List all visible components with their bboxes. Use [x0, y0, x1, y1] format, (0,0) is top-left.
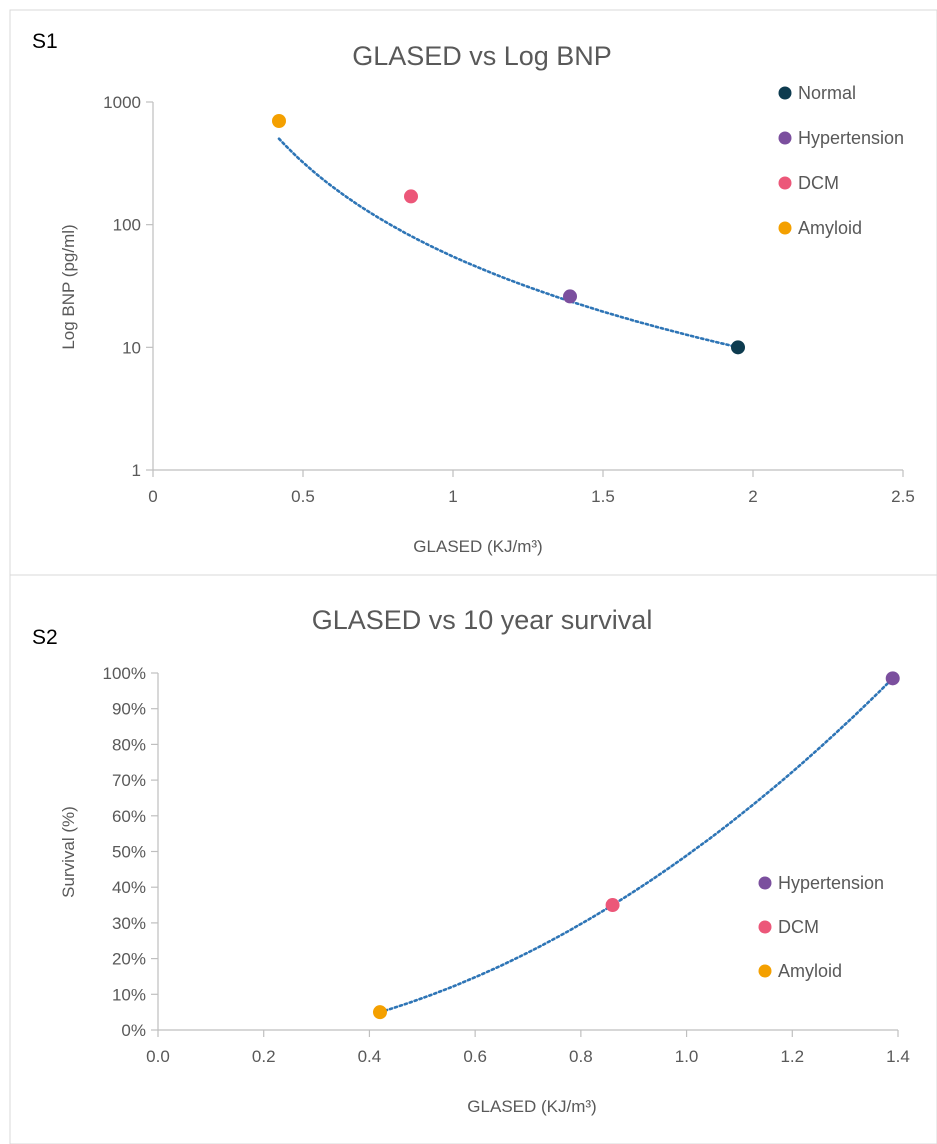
- data-point-amyloid: [272, 114, 286, 129]
- legend-label-hypertension: Hypertension: [778, 873, 884, 893]
- x-tick-label: 0.5: [291, 487, 315, 506]
- x-tick-label: 0.6: [463, 1047, 487, 1066]
- y-tick-label: 100%: [103, 664, 146, 683]
- y-tick-label: 20%: [112, 950, 146, 969]
- y-tick-label: 60%: [112, 807, 146, 826]
- y-tick-label: 10: [122, 338, 141, 357]
- panel-s1-label: S1: [32, 30, 58, 53]
- y-tick-label: 50%: [112, 843, 146, 862]
- legend-marker-amyloid: [758, 964, 772, 978]
- y-tick-label: 90%: [112, 700, 146, 719]
- x-tick-label: 0.0: [146, 1047, 170, 1066]
- chart-s1-ylabel: Log BNP (pg/ml): [59, 224, 78, 349]
- x-tick-label: 1.2: [780, 1047, 804, 1066]
- y-tick-label: 0%: [121, 1021, 146, 1040]
- trendline: [378, 677, 895, 1014]
- x-tick-label: 1.0: [675, 1047, 699, 1066]
- x-tick-label: 2: [748, 487, 757, 506]
- data-point-hypertension: [885, 671, 900, 686]
- legend-label-dcm: DCM: [778, 917, 819, 937]
- y-tick-label: 1: [132, 461, 141, 480]
- trendline: [277, 137, 740, 349]
- panel-s2-frame: [9, 574, 937, 1144]
- panel-s2-label: S2: [32, 626, 58, 649]
- legend-marker-amyloid: [778, 221, 792, 235]
- x-tick-label: 1: [448, 487, 457, 506]
- legend-label-normal: Normal: [798, 83, 856, 103]
- chart-s2-ylabel: Survival (%): [59, 806, 78, 898]
- x-tick-label: 1.5: [591, 487, 615, 506]
- chart-s1-title: GLASED vs Log BNP: [352, 41, 612, 71]
- y-tick-label: 80%: [112, 735, 146, 754]
- y-tick-label: 40%: [112, 878, 146, 897]
- x-tick-label: 0.8: [569, 1047, 593, 1066]
- legend-label-dcm: DCM: [798, 173, 839, 193]
- data-point-hypertension: [563, 289, 577, 304]
- x-tick-label: 0.4: [358, 1047, 382, 1066]
- y-tick-label: 1000: [103, 93, 141, 112]
- legend-marker-dcm: [758, 920, 772, 934]
- x-tick-label: 0.2: [252, 1047, 276, 1066]
- panel-s2: S2 GLASED vs 10 year survival GLASED (KJ…: [9, 574, 937, 1144]
- panel-s1: S1 GLASED vs Log BNP GLASED (KJ/m³) Log …: [9, 9, 937, 576]
- panel-s1-frame: [9, 9, 937, 576]
- legend-label-amyloid: Amyloid: [778, 961, 842, 981]
- legend-marker-hypertension: [758, 876, 772, 890]
- y-tick-label: 70%: [112, 771, 146, 790]
- x-tick-label: 2.5: [891, 487, 915, 506]
- data-point-dcm: [404, 189, 418, 204]
- data-point-dcm: [605, 898, 620, 913]
- data-point-normal: [731, 340, 745, 355]
- x-tick-label: 0: [148, 487, 157, 506]
- legend-label-hypertension: Hypertension: [798, 128, 904, 148]
- legend-marker-hypertension: [778, 131, 792, 145]
- legend-label-amyloid: Amyloid: [798, 218, 862, 238]
- chart-s1-plot: 1 10 100 1000 0 0.5 1 1.5 2 2.5 Normal Hypertension…: [103, 83, 915, 506]
- y-tick-label: 100: [113, 216, 141, 235]
- legend-marker-dcm: [778, 176, 792, 190]
- chart-s2-title: GLASED vs 10 year survival: [312, 605, 653, 635]
- legend-marker-normal: [778, 86, 792, 100]
- data-point-amyloid: [373, 1005, 387, 1020]
- y-tick-label: 30%: [112, 914, 146, 933]
- y-tick-label: 10%: [112, 985, 146, 1004]
- chart-s1-xlabel: GLASED (KJ/m³): [413, 537, 542, 556]
- x-tick-label: 1.4: [886, 1047, 910, 1066]
- chart-s2-plot: 0% 10% 20% 30% 40% 50% 60% 70% 80% 90% 100% 0.0 0.2 0…: [103, 664, 910, 1066]
- chart-s2-xlabel: GLASED (KJ/m³): [467, 1097, 596, 1116]
